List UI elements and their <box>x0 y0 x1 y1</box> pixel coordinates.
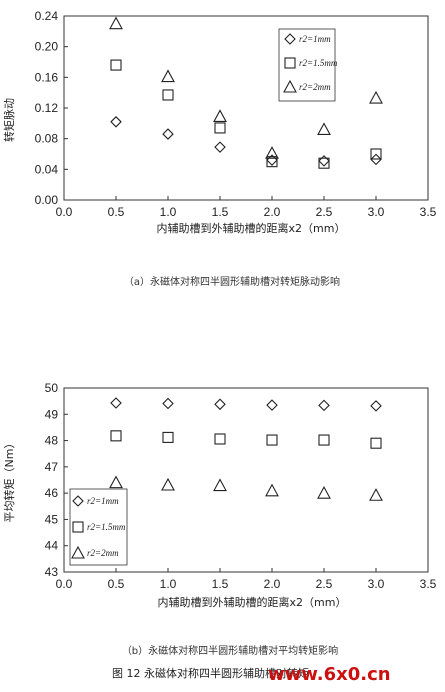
y-axis-title: 转矩脉动 <box>2 98 16 142</box>
y-tick-label: 0.04 <box>35 162 59 176</box>
data-point-triangle <box>317 485 331 499</box>
y-tick-label: 44 <box>45 539 59 553</box>
legend-box <box>278 28 336 102</box>
data-point-triangle <box>213 478 227 492</box>
data-point-square <box>370 148 382 160</box>
y-tick-label: 45 <box>45 512 59 526</box>
x-tick-label: 1.0 <box>160 205 177 219</box>
x-tick-label: 2.0 <box>264 577 281 591</box>
caption: （b）永磁体对称四半圆形辅助槽对平均转矩影响 <box>122 644 338 657</box>
data-point-square <box>318 157 330 169</box>
y-tick-label: 49 <box>45 407 59 421</box>
data-point-square <box>214 122 226 134</box>
data-point-diamond <box>162 128 174 140</box>
data-point-square <box>162 431 174 443</box>
x-tick-label: 0.0 <box>56 205 73 219</box>
x-tick-label: 3.0 <box>368 577 385 591</box>
legend: r2=1mm r2=1.5mm r2=2mm <box>278 28 338 102</box>
data-point-diamond <box>370 400 382 412</box>
data-point-triangle <box>161 69 175 83</box>
figure-title: 图 12 永磁体对称四半圆形辅助槽对转矩 <box>112 666 309 680</box>
data-point-square <box>214 433 226 445</box>
x-tick-label: 3.5 <box>420 577 437 591</box>
x-tick-label: 2.0 <box>264 205 281 219</box>
data-point-triangle <box>317 122 331 136</box>
legend-marker-diamond <box>284 33 296 45</box>
legend-label: r2=2mm <box>299 82 331 92</box>
legend-label: r2=1.5mm <box>87 522 126 532</box>
x-tick-label: 1.5 <box>212 577 229 591</box>
data-point-diamond <box>162 397 174 410</box>
legend-marker-square <box>72 521 84 533</box>
data-point-diamond <box>370 153 382 166</box>
y-tick-label: 50 <box>45 381 59 395</box>
y-tick-label: 0.12 <box>35 101 59 115</box>
data-point-triangle <box>213 109 227 122</box>
data-point-triangle <box>109 475 123 489</box>
data-point-triangle <box>265 146 279 159</box>
plot-area <box>63 15 429 201</box>
y-tick-label: 47 <box>45 460 59 474</box>
data-point-square <box>110 430 122 442</box>
chart-average-torque: 43 44 45 46 47 48 49 50 0.0 0.5 1.0 1.5 2.0 2.5 3.0 3.5… <box>2 381 437 657</box>
y-tick-label: 0.20 <box>35 40 59 54</box>
x-tick-label: 1.0 <box>160 577 177 591</box>
legend-box <box>69 488 128 566</box>
plot-area <box>63 387 429 573</box>
y-tick-label: 46 <box>45 486 59 500</box>
axis-ticks: 43 44 45 46 47 48 49 50 0.0 0.5 1.0 1.5 2.0 2.5 3.0 3.5 <box>45 381 437 591</box>
data-point-triangle <box>161 477 175 491</box>
x-tick-label: 0.5 <box>108 205 125 219</box>
data-point-diamond <box>214 141 226 153</box>
caption: （a）永磁体对称四半圆形辅助槽对转矩脉动影响 <box>124 275 340 288</box>
data-point-square <box>162 89 174 101</box>
data-point-square <box>266 434 278 446</box>
data-point-diamond <box>318 155 330 167</box>
x-axis-title: 内辅助槽到外辅助槽的距离x2（mm） <box>157 221 346 235</box>
data-marks <box>109 16 383 169</box>
data-point-diamond <box>110 116 122 128</box>
watermark-logo: www.6x0.cn <box>268 664 391 685</box>
data-point-triangle <box>109 16 123 30</box>
legend-marker-triangle <box>71 545 85 559</box>
y-tick-label: 0.24 <box>35 9 59 23</box>
data-point-square <box>266 156 278 168</box>
legend-marker-triangle <box>283 79 297 93</box>
y-tick-label: 48 <box>45 434 59 448</box>
data-point-square <box>110 59 122 71</box>
data-point-triangle <box>369 90 383 104</box>
x-tick-label: 0.5 <box>108 577 125 591</box>
chart-torque-ripple: 0.00 0.04 0.08 0.12 0.16 0.20 0.24 0.0 0.5 1.0 1.5… <box>2 9 437 288</box>
data-marks <box>109 397 383 501</box>
legend-label: r2=1mm <box>87 496 119 506</box>
data-point-diamond <box>318 399 330 412</box>
legend-label: r2=1mm <box>299 34 331 44</box>
data-point-square <box>370 437 382 449</box>
data-point-triangle <box>265 483 279 497</box>
data-point-diamond <box>214 398 226 411</box>
x-tick-label: 3.5 <box>420 205 437 219</box>
x-tick-label: 2.5 <box>316 577 333 591</box>
y-tick-label: 43 <box>45 565 59 579</box>
data-point-square <box>318 434 330 446</box>
x-tick-label: 3.0 <box>368 205 385 219</box>
legend-label: r2=2mm <box>87 548 119 558</box>
x-tick-label: 2.5 <box>316 205 333 219</box>
x-axis-title: 内辅助槽到外辅助槽的距离x2（mm） <box>158 595 347 609</box>
axis-ticks: 0.00 0.04 0.08 0.12 0.16 0.20 0.24 0.0 0.5 1.0 1.5… <box>35 9 437 219</box>
x-tick-label: 1.5 <box>212 205 229 219</box>
x-tick-label: 0.0 <box>56 577 73 591</box>
y-tick-label: 0.16 <box>35 70 59 84</box>
y-tick-label: 0.00 <box>35 193 59 207</box>
data-point-diamond <box>266 399 278 411</box>
y-tick-label: 0.08 <box>35 132 59 146</box>
legend-label: r2=1.5mm <box>299 58 338 68</box>
legend: r2=1mm r2=1.5mm r2=2mm <box>69 488 128 566</box>
legend-marker-diamond <box>72 495 84 507</box>
data-point-triangle <box>369 488 383 501</box>
legend-marker-square <box>284 57 296 69</box>
data-point-diamond <box>110 397 122 409</box>
y-axis-title: 平均转矩（Nm） <box>2 438 16 523</box>
